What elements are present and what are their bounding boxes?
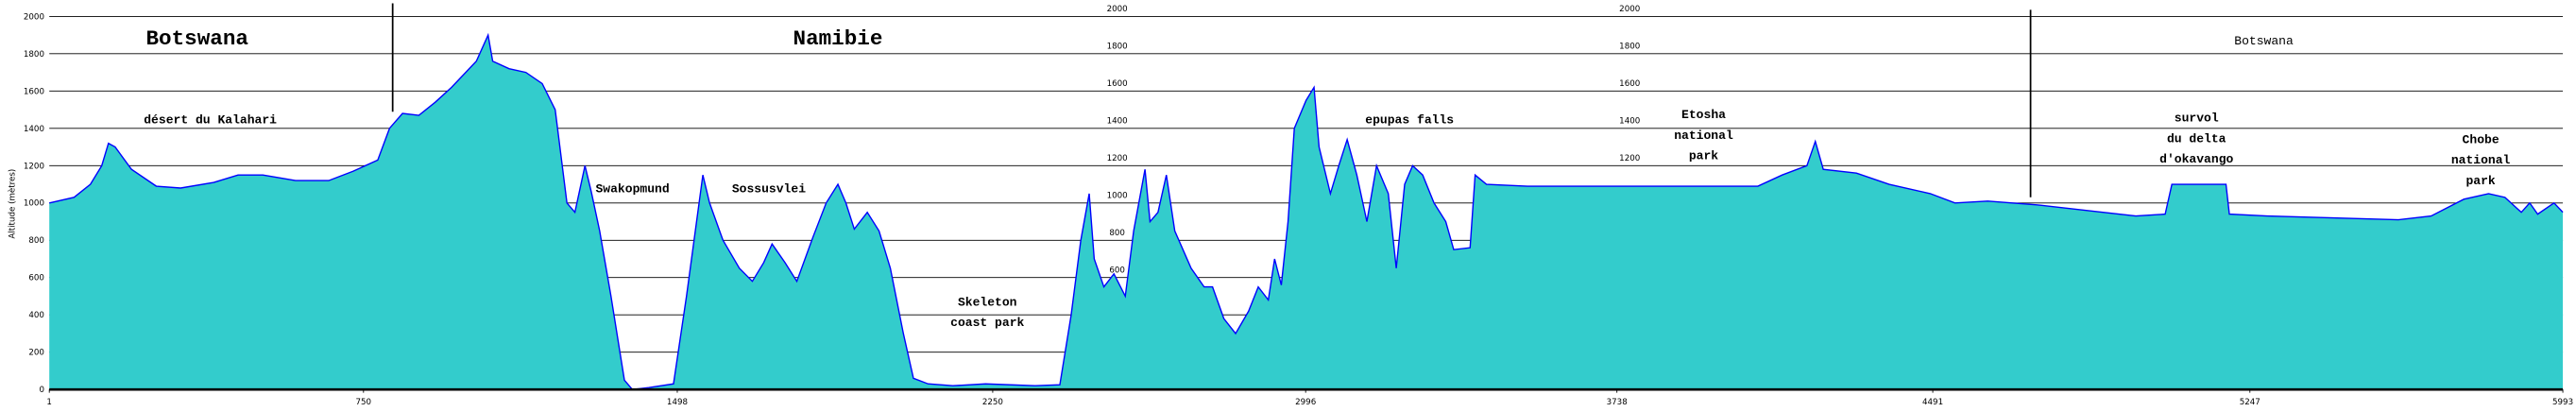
inner-y-tick-label: 1600 (1619, 79, 1640, 89)
y-tick-label: 800 (28, 236, 44, 246)
x-tick-label: 5247 (2240, 398, 2260, 407)
annotation: Chobe (2463, 132, 2499, 146)
annotation: national (1674, 129, 1733, 143)
labels: 0 200 400 600 800 1000 1200 1400 1600 1800 2000 1 75… (24, 5, 2573, 407)
inner-y-tick-label: 2000 (1619, 5, 1640, 14)
annotation: Namibie (793, 26, 883, 51)
inner-y-tick-label: 1600 (1107, 79, 1128, 89)
annotation: survol (2175, 112, 2219, 126)
annotation: du delta (2167, 131, 2226, 146)
inner-y-tick-label: 800 (1109, 229, 1125, 238)
annotation: Sossusvlei (732, 181, 806, 196)
y-tick-label: 400 (28, 311, 44, 320)
inner-y-tick-label: 1800 (1107, 43, 1128, 52)
y-tick-label: 600 (28, 274, 44, 283)
y-tick-label: 1600 (24, 87, 44, 96)
y-tick-label: 1200 (24, 162, 44, 171)
inner-y-tick-label: 1400 (1619, 117, 1640, 127)
plot (49, 32, 2564, 391)
y-tick-label: 0 (39, 386, 44, 395)
x-tick-label: 4491 (1922, 398, 1943, 407)
annotation: Botswana (145, 26, 247, 51)
inner-y-tick-label: 1800 (1619, 43, 1640, 52)
annotation: park (2465, 174, 2495, 188)
inner-y-tick-label: 600 (1109, 266, 1125, 276)
area (49, 35, 2564, 390)
inner-y-tick-label: 1400 (1107, 117, 1128, 127)
y-tick-label: 1400 (24, 125, 44, 134)
x-tick-label: 2250 (982, 398, 1003, 407)
x-tick-label: 5993 (2552, 398, 2573, 407)
annotation: park (1689, 149, 1718, 163)
annotation: Skeleton (958, 295, 1017, 309)
x-tick-label: 1 (46, 398, 52, 407)
annotation: Etosha (1681, 108, 1726, 122)
inner-y-tick-label: 1200 (1619, 154, 1640, 163)
y-tick-label: 200 (28, 349, 44, 358)
inner-y-tick-label: 1000 (1107, 192, 1128, 201)
annotation: Swakopmund (595, 181, 669, 196)
x-tick-label: 750 (356, 398, 372, 407)
annotation: coast park (950, 316, 1024, 330)
profile-line (49, 32, 2564, 390)
x-tick-label: 1498 (667, 398, 688, 407)
annotation: d'okavango (2159, 152, 2233, 166)
annotation: epupas falls (1365, 112, 1454, 127)
annotation: Botswana (2234, 34, 2294, 48)
y-tick-label: 1000 (24, 199, 44, 209)
annotation: national (2451, 153, 2511, 167)
x-tick-label: 3738 (1607, 398, 1628, 407)
inner-y-tick-label: 1200 (1107, 154, 1128, 163)
x-tick-label: 2996 (1295, 398, 1316, 407)
inner-y-tick-label: 2000 (1107, 5, 1128, 14)
y-axis-label: Altitude (mètres) (8, 169, 18, 239)
annotation: désert du Kalahari (144, 112, 277, 127)
y-tick-label: 2000 (24, 12, 44, 22)
y-tick-label: 1800 (24, 50, 44, 60)
